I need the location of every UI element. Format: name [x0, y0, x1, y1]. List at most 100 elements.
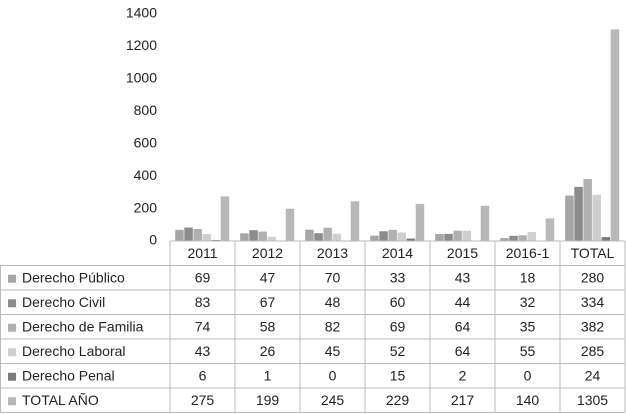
bar [220, 196, 230, 241]
bar [435, 234, 444, 241]
bar [202, 234, 211, 241]
table-cell: 83 [195, 294, 211, 310]
x-tick-label: TOTAL [571, 245, 615, 261]
legend-key [8, 372, 16, 381]
bar [509, 235, 518, 241]
y-tick-label: 600 [134, 134, 158, 150]
y-tick-label: 400 [134, 167, 158, 183]
bar [610, 29, 620, 242]
table-cell: 52 [390, 343, 406, 359]
table-cell: 2 [459, 367, 467, 383]
table-cell: 58 [260, 318, 276, 334]
bar [305, 229, 314, 241]
table-cell: 67 [260, 294, 276, 310]
table-cell: 35 [520, 318, 536, 334]
x-tick-label: 2015 [447, 245, 478, 261]
table-cell: 44 [455, 294, 471, 310]
bar [240, 233, 249, 241]
table-cell: 48 [325, 294, 341, 310]
table-cell: 0 [524, 367, 532, 383]
table-cell: 82 [325, 318, 341, 334]
table-cell: 33 [390, 269, 406, 285]
y-tick-label: 0 [149, 232, 157, 248]
bar [415, 203, 425, 241]
y-tick-label: 1200 [126, 37, 157, 53]
table-cell: 60 [390, 294, 406, 310]
table-cell: 32 [520, 294, 536, 310]
table-cell: 1 [264, 367, 272, 383]
table-cell: 24 [585, 367, 601, 383]
table-cell: 199 [256, 392, 280, 408]
legend-key [8, 348, 16, 357]
table-cell: 334 [581, 294, 605, 310]
table-cell: 70 [325, 269, 341, 285]
bar [314, 233, 323, 241]
table-cell: 275 [191, 392, 215, 408]
legend-label: Derecho Civil [22, 294, 105, 310]
legend-label: Derecho Público [22, 269, 125, 285]
table-cell: 245 [321, 392, 345, 408]
bar [453, 230, 462, 241]
y-tick-label: 200 [134, 199, 158, 215]
table-cell: 280 [581, 269, 605, 285]
bar [527, 232, 536, 241]
bar [565, 195, 574, 241]
table-cell: 217 [451, 392, 475, 408]
y-tick-label: 1000 [126, 70, 157, 86]
bar [388, 229, 397, 241]
bar [332, 233, 341, 241]
table-cell: 43 [455, 269, 471, 285]
table-cell: 0 [329, 367, 337, 383]
x-tick-label: 2016-1 [506, 245, 550, 261]
legend-label: Derecho de Familia [22, 318, 144, 334]
table-cell: 18 [520, 269, 536, 285]
bar [258, 231, 267, 241]
table-cell: 6 [199, 367, 207, 383]
bar [184, 227, 193, 241]
bar [350, 201, 360, 241]
table-cell: 64 [455, 318, 471, 334]
bar [574, 186, 583, 241]
table-cell: 26 [260, 343, 276, 359]
table-cell: 43 [195, 343, 211, 359]
bar [601, 237, 611, 241]
bar [379, 231, 388, 241]
legend-key [8, 274, 16, 283]
table-cell: 74 [195, 318, 211, 334]
table-cell: 229 [386, 392, 410, 408]
y-tick-label: 1400 [126, 5, 157, 21]
bar [397, 232, 406, 241]
table-cell: 15 [390, 367, 406, 383]
table-cell: 1305 [577, 392, 608, 408]
bar [462, 230, 471, 241]
table-cell: 69 [390, 318, 406, 334]
bar [370, 235, 379, 241]
legend-label: Derecho Penal [22, 367, 115, 383]
x-tick-label: 2011 [187, 245, 217, 261]
table-cell: 45 [325, 343, 341, 359]
table-cell: 285 [581, 343, 605, 359]
bar [518, 235, 527, 241]
bar [267, 236, 276, 241]
bar [285, 208, 295, 241]
legend-label: TOTAL AÑO [22, 392, 99, 408]
legend-key [8, 323, 16, 332]
table-cell: 47 [260, 269, 276, 285]
x-tick-label: 2014 [382, 245, 413, 261]
bar [175, 229, 184, 241]
x-tick-label: 2013 [317, 245, 348, 261]
bar [500, 238, 509, 241]
table-cell: 140 [516, 392, 540, 408]
bar [592, 194, 601, 241]
bar [545, 218, 555, 241]
legend-label: Derecho Laboral [22, 343, 126, 359]
bar [480, 205, 490, 241]
bar [444, 233, 453, 241]
bar [323, 227, 332, 241]
table-cell: 69 [195, 269, 211, 285]
legend-key [8, 299, 16, 308]
legend-key [8, 397, 16, 406]
x-tick-label: 2012 [252, 245, 283, 261]
bar [249, 230, 258, 241]
